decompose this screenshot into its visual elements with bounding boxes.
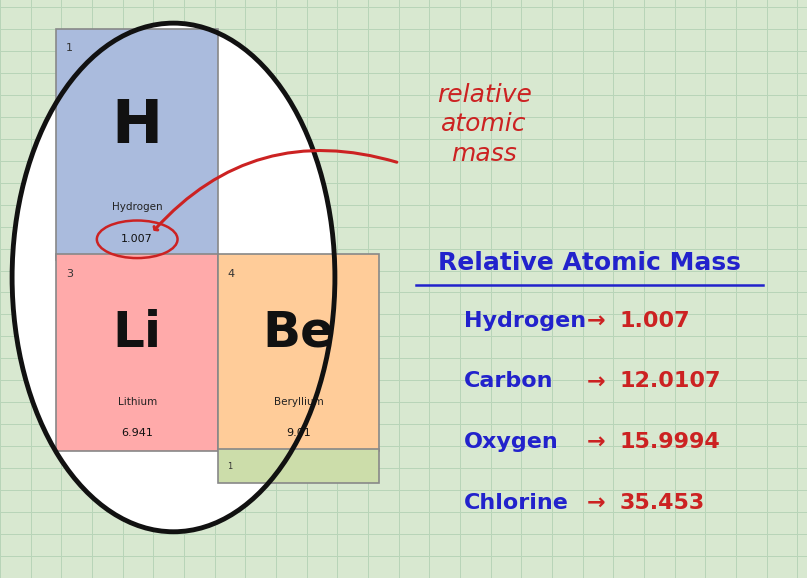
Text: →: → <box>586 432 605 452</box>
Text: 9.01: 9.01 <box>286 428 311 438</box>
Text: →: → <box>586 372 605 391</box>
Text: Li: Li <box>113 309 161 357</box>
Text: Hydrogen: Hydrogen <box>464 311 586 331</box>
Text: 12.0107: 12.0107 <box>620 372 721 391</box>
FancyBboxPatch shape <box>218 449 379 483</box>
Text: H: H <box>111 97 163 155</box>
FancyBboxPatch shape <box>218 254 379 451</box>
Text: 3: 3 <box>66 269 73 279</box>
Text: →: → <box>586 493 605 513</box>
Text: Chlorine: Chlorine <box>464 493 569 513</box>
Text: Be: Be <box>262 309 335 357</box>
Text: →: → <box>586 311 605 331</box>
FancyBboxPatch shape <box>56 254 218 451</box>
Text: 1: 1 <box>66 43 73 53</box>
Text: 35.453: 35.453 <box>620 493 705 513</box>
Text: Beryllium: Beryllium <box>274 397 324 407</box>
Text: Hydrogen: Hydrogen <box>112 202 162 212</box>
Text: Relative Atomic Mass: Relative Atomic Mass <box>437 251 741 275</box>
Text: 1: 1 <box>228 462 233 471</box>
Text: Oxygen: Oxygen <box>464 432 558 452</box>
Ellipse shape <box>11 24 336 531</box>
FancyBboxPatch shape <box>56 29 218 260</box>
Text: Lithium: Lithium <box>118 397 157 407</box>
Text: 1.007: 1.007 <box>121 234 153 244</box>
Text: 1.007: 1.007 <box>620 311 691 331</box>
Text: 4: 4 <box>228 269 235 279</box>
Text: relative
atomic
mass: relative atomic mass <box>437 83 532 166</box>
Text: 6.941: 6.941 <box>121 428 153 438</box>
Text: 15.9994: 15.9994 <box>620 432 721 452</box>
Text: Carbon: Carbon <box>464 372 554 391</box>
